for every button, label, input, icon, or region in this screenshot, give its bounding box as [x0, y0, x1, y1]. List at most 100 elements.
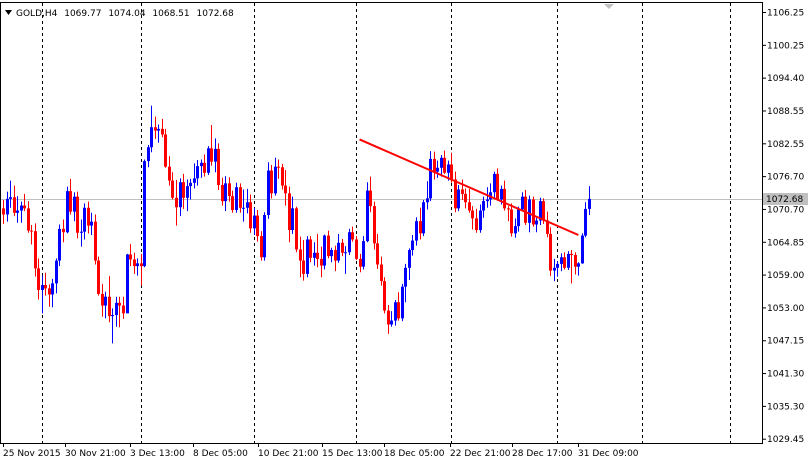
candle — [66, 186, 69, 234]
candle-body-bull — [457, 189, 460, 209]
candle — [48, 284, 51, 307]
candle — [443, 150, 446, 174]
candle — [101, 283, 104, 317]
candle-body-bull — [556, 263, 559, 268]
x-tick-label: 15 Dec 13:00 — [322, 449, 383, 459]
candle-body-bear — [316, 252, 319, 259]
candle — [337, 233, 340, 263]
candle-body-bull — [55, 260, 58, 284]
candle-body-bear — [468, 202, 471, 211]
candle-body-bear — [359, 258, 362, 267]
candle — [577, 262, 580, 276]
trendline[interactable] — [359, 138, 579, 236]
candle-body-bear — [270, 170, 273, 194]
candle — [316, 233, 319, 268]
y-tick-label: 1106.25 — [767, 9, 804, 19]
candle-body-bull — [517, 209, 520, 227]
candle — [380, 256, 383, 286]
candle-body-bull — [539, 201, 542, 221]
time-axis: 25 Nov 2015 30 Nov 21:00 3 Dec 13:00 8 Dec … — [3, 443, 639, 459]
candle-body-bear — [355, 239, 358, 259]
candle-body-bear — [281, 167, 284, 186]
candle-body-bull — [584, 208, 587, 236]
candle-body-bear — [94, 221, 97, 261]
candle — [426, 181, 429, 210]
candle-body-bear — [419, 221, 422, 234]
x-tick-label: 28 Dec 17:00 — [512, 449, 573, 459]
candle — [115, 296, 118, 327]
candle-body-bear — [48, 288, 51, 295]
candle — [157, 124, 160, 143]
candle-body-bear — [13, 197, 16, 213]
candle-body-bear — [454, 179, 457, 209]
candle-body-bear — [570, 253, 573, 256]
candle — [260, 231, 263, 261]
candle — [549, 227, 552, 277]
candle — [486, 187, 489, 208]
header-open: 1069.77 — [64, 9, 101, 19]
candle — [539, 197, 542, 226]
candle — [291, 196, 294, 234]
candle-body-bull — [20, 205, 23, 211]
candle-body-bull — [186, 186, 189, 198]
candle — [521, 192, 524, 212]
y-tick-label: 1053.00 — [767, 304, 804, 314]
candle-body-bull — [104, 296, 107, 306]
candle — [97, 256, 100, 296]
candle — [277, 159, 280, 179]
candle-body-bull — [143, 161, 146, 267]
candle — [235, 182, 238, 213]
candle — [563, 252, 566, 270]
x-tick-label: 8 Dec 05:00 — [193, 449, 248, 459]
candle-body-bear — [496, 173, 499, 200]
chart-shift-marker-icon[interactable] — [604, 4, 614, 9]
candle — [295, 206, 298, 253]
candle-body-bull — [189, 182, 192, 187]
candle — [532, 196, 535, 227]
x-tick-label: 18 Dec 05:00 — [384, 449, 445, 459]
candlestick-series — [2, 105, 591, 344]
candle — [482, 196, 485, 218]
candle-body-bull — [66, 191, 69, 233]
candle-body-bull — [401, 286, 404, 319]
candle-body-bear — [295, 208, 298, 250]
candle-body-bull — [242, 207, 245, 209]
y-tick-label: 1094.40 — [767, 74, 804, 84]
candle-body-bear — [464, 193, 467, 203]
candle — [390, 311, 393, 327]
candle-body-bull — [253, 215, 256, 229]
candle-body-bull — [422, 202, 425, 234]
candle — [239, 183, 242, 213]
candle-body-bull — [535, 220, 538, 225]
candle-body-bear — [574, 255, 577, 267]
candle — [108, 276, 111, 323]
candle-body-bull — [581, 235, 584, 264]
candle — [83, 203, 86, 240]
candle — [404, 263, 407, 303]
candle — [351, 226, 354, 242]
candle — [182, 173, 185, 209]
candle-body-bear — [239, 187, 242, 208]
candle — [228, 177, 231, 202]
candle — [274, 157, 277, 196]
candle — [535, 217, 538, 233]
candle — [422, 200, 425, 237]
candle — [90, 212, 93, 236]
candle-body-bear — [76, 196, 79, 233]
candle-body-bear — [161, 128, 164, 135]
candle — [210, 125, 213, 166]
candle — [129, 243, 132, 267]
candle-body-bull — [415, 221, 418, 241]
candle-body-bull — [447, 164, 450, 173]
candle-body-bear — [101, 293, 104, 306]
candle-body-bull — [426, 198, 429, 203]
candle-body-bear — [171, 180, 174, 198]
candle — [320, 246, 323, 278]
candle-body-bear — [97, 260, 100, 294]
candle-body-bull — [411, 240, 414, 251]
candle — [221, 177, 224, 206]
header-dropdown-icon[interactable] — [5, 10, 12, 15]
candle — [387, 305, 390, 334]
candle — [323, 234, 326, 270]
